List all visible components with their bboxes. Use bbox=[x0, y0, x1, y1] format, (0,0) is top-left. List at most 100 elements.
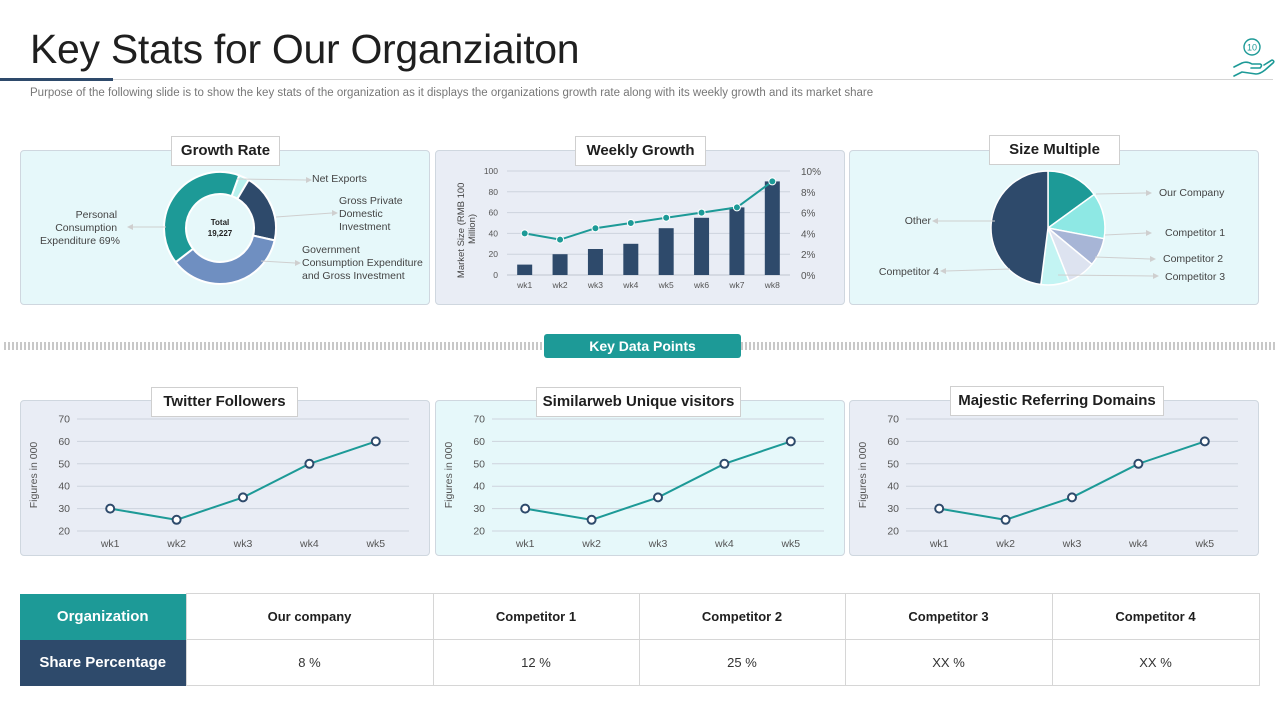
size-arrow-0 bbox=[1146, 190, 1152, 196]
weekly-growth-point-wk3 bbox=[591, 224, 600, 233]
similarweb-point-wk4 bbox=[719, 458, 730, 469]
majestic-xtick: wk4 bbox=[1128, 538, 1148, 550]
weekly-growth-line bbox=[524, 180, 773, 241]
twitter-label: Twitter Followers bbox=[151, 387, 298, 417]
weekly-growth-point-wk7 bbox=[732, 203, 741, 212]
growth-rate-chart: Total 19,227 Net Exports Gross Private D… bbox=[40, 171, 426, 285]
leader-gpdi bbox=[275, 212, 333, 218]
majestic-ytick: 20 bbox=[887, 526, 899, 538]
twitter-ytick: 30 bbox=[58, 503, 70, 515]
majestic-point-wk3 bbox=[1067, 492, 1077, 503]
majestic-xtick: wk2 bbox=[995, 538, 1015, 550]
twitter-ytick: 60 bbox=[58, 436, 70, 448]
twitter-point-wk1 bbox=[105, 503, 116, 514]
weekly-ytick: 0 bbox=[493, 270, 498, 280]
weekly-ylabel: Market Size (RMB 100 Million) bbox=[456, 180, 478, 278]
share-competitor-4: XX % bbox=[1051, 639, 1260, 686]
majestic-ylabel: Figures in 000 bbox=[857, 442, 869, 509]
weekly-bar-wk2 bbox=[552, 254, 568, 275]
majestic-point-wk4 bbox=[1133, 458, 1144, 469]
size-arrow-2 bbox=[1150, 256, 1156, 262]
twitter-point-wk3 bbox=[238, 492, 248, 503]
similarweb-ylabel: Figures in 000 bbox=[443, 442, 455, 509]
twitter-point-wk2 bbox=[171, 514, 182, 525]
weekly-y2tick: 8% bbox=[801, 188, 816, 199]
similarweb-xtick: wk1 bbox=[515, 538, 535, 550]
similarweb-point-wk5 bbox=[785, 436, 796, 447]
size-label-5: Other bbox=[905, 215, 932, 227]
majestic-xtick: wk5 bbox=[1194, 538, 1214, 550]
weekly-xtick: wk4 bbox=[622, 280, 638, 290]
leader-gov bbox=[260, 260, 296, 264]
weekly-ytick: 80 bbox=[489, 187, 499, 197]
weekly-bar-wk5 bbox=[658, 228, 674, 275]
arrow-net-exports bbox=[306, 177, 312, 183]
weekly-growth-point-wk4 bbox=[626, 219, 635, 227]
size-multiple-label: Size Multiple bbox=[989, 135, 1120, 165]
size-multiple-panel: Our Company Competitor 1 Competitor 2 Compe… bbox=[849, 150, 1259, 305]
size-leader-3 bbox=[1057, 274, 1154, 277]
share-competitor-3: XX % bbox=[844, 639, 1053, 686]
size-multiple-chart: Our Company Competitor 1 Competitor 2 Compe… bbox=[879, 170, 1225, 286]
similarweb-ytick: 30 bbox=[473, 503, 485, 515]
size-label-4: Competitor 4 bbox=[879, 266, 939, 278]
page-number: 10 bbox=[1247, 43, 1257, 53]
organization-header: Organization bbox=[20, 593, 186, 640]
label-net-exports: Net Exports bbox=[312, 173, 367, 185]
page-subtitle: Purpose of the following slide is to sho… bbox=[30, 87, 874, 99]
weekly-bar-wk8 bbox=[764, 181, 780, 275]
share-our-company: 8 % bbox=[185, 639, 434, 686]
arrow-gpdi bbox=[332, 210, 338, 216]
similarweb-xtick: wk4 bbox=[714, 538, 734, 550]
similarweb-point-wk2 bbox=[586, 514, 597, 525]
size-label-1: Competitor 1 bbox=[1165, 227, 1225, 239]
size-label-0: Our Company bbox=[1159, 187, 1225, 199]
twitter-ytick: 70 bbox=[58, 414, 70, 426]
hand-holding-coin-icon: 10 bbox=[1233, 38, 1275, 77]
twitter-xtick: wk3 bbox=[233, 538, 253, 550]
share-table: Organization Our company Competitor 1 Co… bbox=[20, 593, 1260, 686]
col-competitor-4: Competitor 4 bbox=[1051, 593, 1260, 640]
weekly-xtick: wk5 bbox=[658, 280, 674, 290]
weekly-ytick: 100 bbox=[484, 166, 498, 176]
growth-slice-3 bbox=[163, 171, 241, 264]
weekly-bar-wk4 bbox=[623, 243, 639, 275]
label-gov: Government Consumption Expenditure and G… bbox=[302, 244, 426, 282]
size-label-3: Competitor 3 bbox=[1165, 271, 1225, 283]
weekly-growth-point-wk1 bbox=[520, 229, 529, 238]
twitter-xtick: wk4 bbox=[299, 538, 319, 550]
weekly-y2tick: 4% bbox=[801, 229, 816, 240]
majestic-domains-chart: 20 30 40 50 60 70 Figures in 000 wk1 wk2 wk3 wk4 wk… bbox=[857, 414, 1238, 550]
majestic-ytick: 50 bbox=[887, 458, 899, 470]
share-competitor-1: 12 % bbox=[432, 639, 640, 686]
growth-rate-label: Growth Rate bbox=[171, 136, 280, 166]
col-our-company: Our company bbox=[185, 593, 434, 640]
size-arrow-1 bbox=[1146, 230, 1152, 236]
weekly-bar-wk6 bbox=[694, 217, 710, 275]
weekly-y2tick: 0% bbox=[801, 271, 816, 282]
divider-stripe-left bbox=[4, 342, 544, 350]
col-competitor-1: Competitor 1 bbox=[432, 593, 640, 640]
weekly-growth-chart: 0 20 40 60 80 100 0% 2% 4% 6% 8% 10% wk1 wk2 wk3 wk4 wk5… bbox=[456, 166, 821, 290]
majestic-ytick: 40 bbox=[887, 481, 899, 493]
similarweb-xtick: wk5 bbox=[780, 538, 800, 550]
leader-net-exports bbox=[236, 178, 307, 181]
arrow-gov bbox=[295, 260, 301, 266]
twitter-point-wk5 bbox=[370, 436, 381, 447]
growth-center-label-2: 19,227 bbox=[208, 229, 233, 238]
majestic-xtick: wk3 bbox=[1062, 538, 1082, 550]
weekly-growth-point-wk6 bbox=[697, 208, 706, 217]
table-header-row: Organization Our company Competitor 1 Co… bbox=[20, 593, 1260, 640]
title-accent-bar bbox=[0, 78, 113, 81]
similarweb-xtick: wk2 bbox=[581, 538, 601, 550]
size-slice-5 bbox=[990, 170, 1049, 286]
twitter-point-wk4 bbox=[304, 458, 315, 469]
growth-rate-panel: Total 19,227 Net Exports Gross Private D… bbox=[20, 150, 430, 305]
similarweb-point-wk1 bbox=[520, 503, 531, 514]
twitter-ylabel: Figures in 000 bbox=[28, 442, 40, 509]
weekly-xtick: wk8 bbox=[764, 280, 780, 290]
similarweb-ytick: 70 bbox=[473, 414, 485, 426]
majestic-panel: 20 30 40 50 60 70 Figures in 000 wk1 wk2 wk3 wk4 wk… bbox=[849, 400, 1259, 556]
similarweb-ytick: 40 bbox=[473, 481, 485, 493]
twitter-xtick: wk2 bbox=[166, 538, 186, 550]
